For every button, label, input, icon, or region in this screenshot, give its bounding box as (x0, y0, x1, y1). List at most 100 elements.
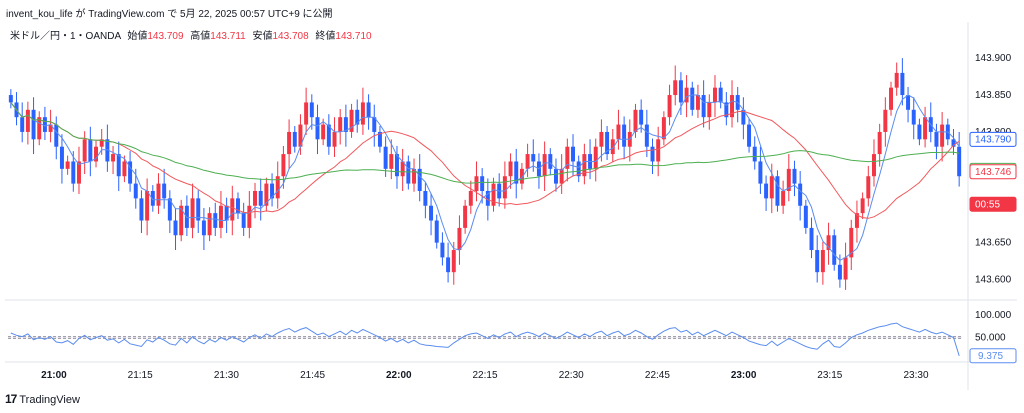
candle-body (889, 87, 894, 110)
open-value: 143.709 (147, 31, 184, 42)
y-tick-label: 143.600 (975, 275, 1012, 286)
x-tick-label: 22:15 (472, 370, 497, 381)
candle-body (412, 168, 417, 184)
candle-body (837, 264, 842, 280)
candle-body (241, 213, 246, 228)
candle-body (31, 109, 36, 140)
footer-brand: TradingView (19, 394, 80, 406)
candle-body (678, 80, 683, 103)
low-label: 安値 (252, 31, 273, 42)
candle-body (741, 109, 746, 125)
candle-body (582, 154, 587, 177)
y-tick-label: 143.650 (975, 238, 1012, 249)
candle-body (911, 109, 916, 125)
candle-body (377, 131, 382, 147)
candle-body (917, 124, 922, 140)
y-tick-label: 143.900 (975, 53, 1012, 64)
candle-body (815, 250, 820, 273)
candle-body (707, 102, 712, 118)
candle-body (491, 183, 496, 206)
rsi-value-label: 9.375 (978, 351, 1003, 362)
candle-body (798, 183, 803, 206)
candle-body (792, 168, 797, 184)
candle-body (571, 146, 576, 162)
candle-body (338, 117, 343, 132)
candle-body (860, 198, 865, 214)
candle-body (650, 146, 655, 162)
candle-body (406, 161, 411, 184)
candle-body (644, 124, 649, 147)
candle-body (906, 95, 911, 110)
candle-body (230, 198, 235, 221)
symbol-info: 米ドル／円・1・OANDA 始値143.709 高値143.711 安値143.… (10, 27, 372, 42)
x-tick-label: 23:30 (904, 370, 929, 381)
candle-body (508, 161, 513, 177)
candle-body (309, 102, 314, 118)
candle-body (94, 146, 99, 162)
candle-body (894, 72, 899, 88)
candle-body (383, 146, 388, 169)
candle-body (122, 161, 127, 177)
x-tick-label: 21:00 (41, 370, 67, 381)
candle-body (661, 117, 666, 140)
candle-body (355, 109, 360, 125)
candle-body (207, 213, 212, 236)
candle-body (803, 205, 808, 228)
candle-body (724, 102, 729, 118)
candle-body (832, 235, 837, 265)
price-tag (969, 196, 1017, 212)
candle-body (88, 139, 93, 162)
candle-body (105, 139, 110, 162)
high-value: 143.711 (210, 31, 246, 42)
publish-header: invent_kou_life が TradingView.com で 5月 2… (6, 9, 333, 20)
candle-body (150, 190, 155, 206)
candle-body (877, 131, 882, 155)
ma-slow-line (10, 102, 960, 184)
candle-body (542, 154, 547, 177)
rsi-line (10, 322, 960, 356)
x-tick-label: 21:15 (128, 370, 153, 381)
candle-body (457, 227, 462, 251)
candle-body (287, 131, 292, 155)
ma-fast-line (10, 94, 960, 262)
candle-body (593, 146, 598, 169)
candle-body (514, 161, 519, 184)
candle-body (940, 124, 945, 147)
tradingview-logo-icon: 17 (5, 392, 17, 406)
candle-body (54, 124, 59, 147)
candle-body (809, 227, 814, 251)
candle-body (525, 154, 530, 169)
open-label: 始値 (127, 31, 148, 42)
high-label: 高値 (190, 31, 211, 42)
candle-body (258, 190, 263, 206)
candle-body (656, 139, 661, 162)
candle-body (275, 176, 280, 199)
candle-body (434, 220, 439, 243)
candle-body (485, 190, 490, 206)
candle-body (179, 205, 184, 236)
candle-body (639, 109, 644, 125)
price-tag-label: 00:55 (975, 199, 1000, 210)
candle-body (622, 124, 627, 147)
x-tick-label: 22:30 (559, 370, 584, 381)
candle-body (366, 102, 371, 118)
candle-body (37, 117, 42, 140)
candle-body (82, 139, 87, 162)
price-tag (969, 164, 1017, 180)
rsi-tick-label: 50.000 (975, 333, 1006, 344)
candle-body (764, 183, 769, 199)
x-tick-label: 21:30 (214, 370, 239, 381)
candle-body (463, 205, 468, 228)
candle-body (866, 176, 871, 199)
candle-body (667, 95, 672, 118)
candle-body (923, 117, 928, 140)
candle-body (8, 95, 13, 103)
candle-body (695, 95, 700, 110)
candle-body (730, 95, 735, 118)
candle-body (610, 139, 615, 155)
candle-body (253, 190, 258, 206)
candle-body (769, 176, 774, 199)
candle-body (173, 220, 178, 236)
candle-body (59, 146, 64, 169)
